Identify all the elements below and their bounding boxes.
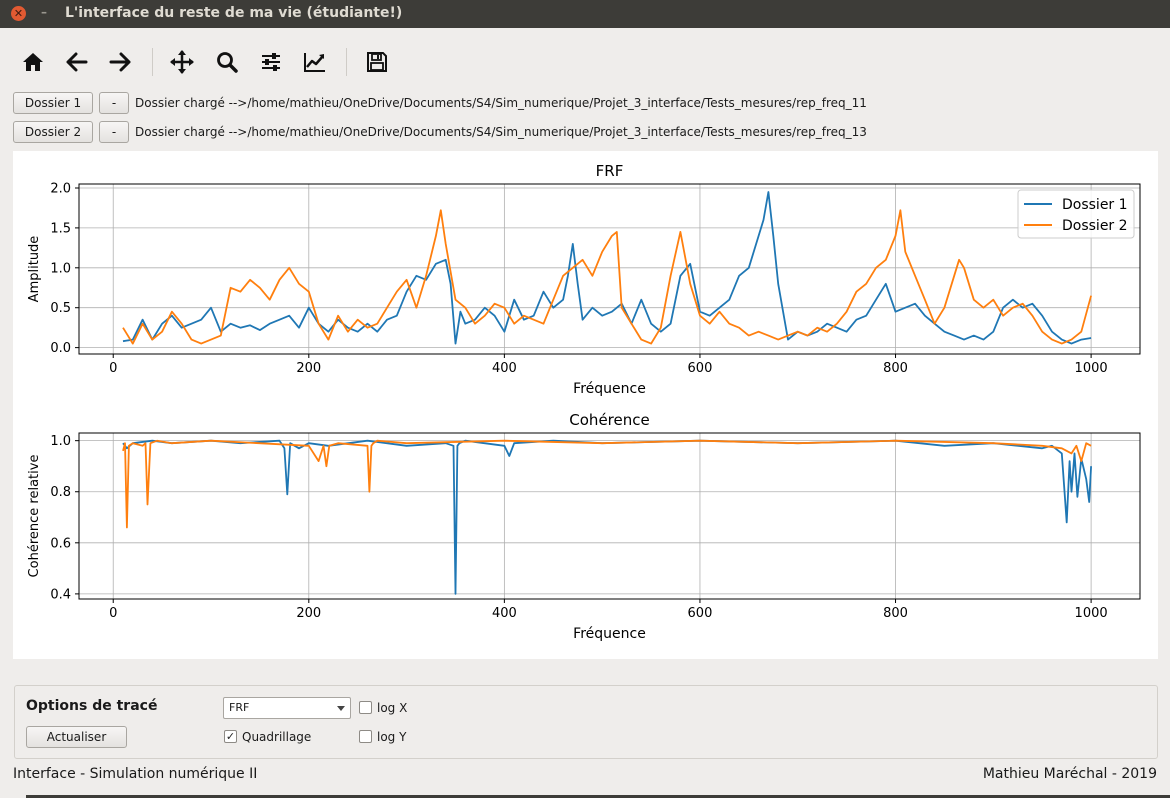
folder-2-remove-button[interactable]: - (99, 121, 129, 143)
chart1-series-line-1 (122, 191, 1092, 345)
folder-1-remove-button[interactable]: - (99, 92, 129, 114)
log-y-checkbox-label: log Y (377, 730, 407, 744)
zoom-icon (217, 52, 238, 73)
back-button[interactable] (59, 44, 95, 80)
options-title: Options de tracé (26, 698, 158, 714)
chart2-x-axis-label: Fréquence (573, 626, 646, 642)
chart2-axes-frame (78, 432, 1141, 600)
forward-arrow-icon (109, 52, 131, 72)
chart1-y-tick-label: 1.5 (50, 221, 71, 236)
window-titlebar: ✕ – L'interface du reste de ma vie (étud… (0, 0, 1170, 28)
home-button[interactable] (15, 44, 51, 80)
chart1-y-axis-label: Amplitude (27, 236, 42, 303)
pan-move-icon (170, 50, 194, 74)
chart2-x-tick-label: 1000 (1075, 606, 1108, 621)
log-x-checkbox[interactable] (359, 701, 372, 714)
chart1-y-tick-label: 0.0 (50, 341, 71, 356)
plots-svg: 0 200 400 600 800 1000 0.0 0.5 1.0 1.5 2.0 FRF Fréqu… (27, 162, 1141, 642)
chart1-x-tick-label: 200 (296, 361, 321, 376)
log-x-checkbox-label: log X (377, 701, 408, 715)
chart2-series-line-2 (122, 439, 1092, 529)
chart2-x-tick-label: 0 (109, 606, 117, 621)
update-button[interactable]: Actualiser (26, 726, 127, 748)
back-arrow-icon (66, 52, 88, 72)
folder-2-path: Dossier chargé -->/home/mathieu/OneDrive… (135, 125, 867, 139)
footer-left-text: Interface - Simulation numérique II (13, 766, 258, 782)
chart2-x-tick-label: 400 (492, 606, 517, 621)
chart2-x-tick-label: 200 (296, 606, 321, 621)
chart1-axes-frame (78, 183, 1141, 355)
plot-type-value: FRF (229, 701, 250, 714)
window-title: L'interface du reste de ma vie (étudiant… (65, 5, 403, 21)
plot-type-select[interactable]: FRF (223, 697, 351, 719)
chart1-x-tick-label: 800 (883, 361, 908, 376)
chart1-x-tick-label: 600 (688, 361, 713, 376)
plot-canvas[interactable]: 0 200 400 600 800 1000 0.0 0.5 1.0 1.5 2.0 FRF Fréqu… (13, 151, 1158, 659)
pan-button[interactable] (164, 44, 200, 80)
save-icon (367, 52, 387, 72)
subplots-config-icon (262, 53, 280, 71)
edit-axes-icon (304, 53, 325, 72)
folder-1-button[interactable]: Dossier 1 (13, 92, 93, 114)
folder-1-path: Dossier chargé -->/home/mathieu/OneDrive… (135, 96, 867, 110)
chart1-y-tick-label: 1.0 (50, 261, 71, 276)
edit-axes-button[interactable] (297, 44, 333, 80)
log-y-checkbox[interactable] (359, 730, 372, 743)
save-figure-button[interactable] (359, 44, 395, 80)
window-bottom-edge (26, 795, 1170, 798)
home-icon (23, 53, 43, 71)
chart1-y-tick-label: 2.0 (50, 181, 71, 196)
plot-options-panel: Options de tracé Actualiser FRF ✓ Quadri… (14, 685, 1158, 759)
close-window-button[interactable]: ✕ (11, 6, 26, 21)
chart2-x-tick-label: 800 (883, 606, 908, 621)
chart1-y-tick-label: 0.5 (50, 301, 71, 316)
configure-subplots-button[interactable] (253, 44, 289, 80)
minimize-window-button[interactable]: – (41, 5, 47, 19)
chart2-title: Cohérence (569, 411, 649, 429)
chart1-x-tick-label: 400 (492, 361, 517, 376)
chart2-y-tick-label: 0.6 (50, 536, 71, 551)
chart1-title: FRF (596, 162, 624, 180)
zoom-button[interactable] (209, 44, 245, 80)
chart1-x-tick-label: 1000 (1075, 361, 1108, 376)
forward-button[interactable] (102, 44, 138, 80)
chart2-y-tick-label: 1.0 (50, 434, 71, 449)
chart2-series-line-1 (122, 439, 1092, 595)
chart2-y-tick-label: 0.8 (50, 485, 71, 500)
chart2-y-axis-label: Cohérence relative (27, 455, 42, 578)
footer-right-text: Mathieu Maréchal - 2019 (982, 766, 1157, 782)
chart1-legend-label-1: Dossier 1 (1062, 197, 1128, 213)
folder-2-button[interactable]: Dossier 2 (13, 121, 93, 143)
chart1-legend-label-2: Dossier 2 (1062, 218, 1128, 234)
chart1-x-tick-label: 0 (109, 361, 117, 376)
toolbar-separator (152, 48, 153, 76)
grid-checkbox[interactable]: ✓ (224, 730, 237, 743)
toolbar-separator (346, 48, 347, 76)
chevron-down-icon (337, 706, 345, 711)
grid-checkbox-label: Quadrillage (242, 730, 312, 744)
chart1-series-line-2 (122, 209, 1092, 345)
chart2-y-tick-label: 0.4 (50, 587, 71, 602)
chart1-x-axis-label: Fréquence (573, 381, 646, 397)
chart2-x-tick-label: 600 (688, 606, 713, 621)
